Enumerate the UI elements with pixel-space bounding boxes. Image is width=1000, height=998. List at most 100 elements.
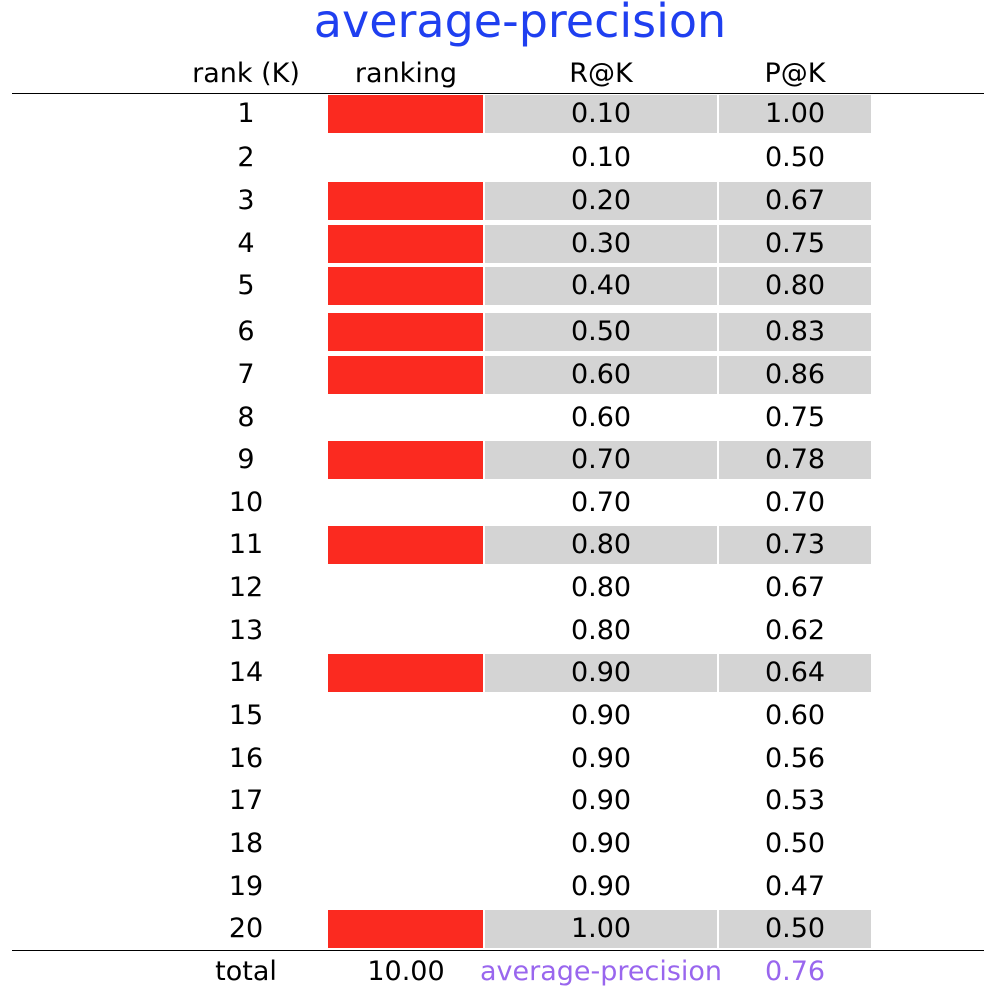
table-row: 7 0.60 0.86 [0, 354, 1000, 395]
table-row: 6 0.50 0.83 [0, 311, 1000, 352]
recall-highlight [485, 441, 717, 479]
footer-total-value: 10.00 [367, 956, 445, 987]
precision-highlight [719, 95, 871, 133]
precision-highlight [719, 910, 871, 948]
recall-cell: 0.10 [570, 142, 632, 173]
relevant-marker [328, 225, 483, 263]
recall-cell: 0.30 [570, 228, 632, 259]
page-title: average-precision [313, 0, 727, 48]
precision-highlight [719, 225, 871, 263]
precision-cell: 0.67 [764, 572, 826, 603]
recall-cell: 1.00 [570, 913, 632, 944]
precision-cell: 0.53 [764, 785, 826, 816]
recall-highlight [485, 225, 717, 263]
rank-cell: 19 [228, 871, 264, 902]
rank-cell: 8 [237, 402, 255, 433]
rank-cell: 4 [237, 228, 255, 259]
recall-highlight [485, 654, 717, 692]
recall-cell: 0.90 [570, 785, 632, 816]
rank-cell: 7 [237, 359, 255, 390]
precision-cell: 0.67 [764, 185, 826, 216]
recall-cell: 0.70 [570, 487, 632, 518]
recall-cell: 0.40 [570, 270, 632, 301]
footer-total-label: total [215, 956, 277, 987]
rank-cell: 13 [228, 615, 264, 646]
table-row: 8 0.60 0.75 [0, 397, 1000, 438]
relevant-marker [328, 313, 483, 351]
recall-cell: 0.50 [570, 316, 632, 347]
table-row: 3 0.20 0.67 [0, 180, 1000, 221]
table-row: 5 0.40 0.80 [0, 265, 1000, 306]
precision-highlight [719, 313, 871, 351]
recall-highlight [485, 267, 717, 305]
footer-rule [12, 950, 984, 951]
rank-cell: 9 [237, 444, 255, 475]
footer-metric-label: average-precision [479, 956, 723, 987]
recall-cell: 0.90 [570, 828, 632, 859]
precision-cell: 0.64 [764, 657, 826, 688]
precision-cell: 0.75 [764, 402, 826, 433]
header-ranking: ranking [354, 58, 458, 89]
rank-cell: 3 [237, 185, 255, 216]
recall-cell: 0.20 [570, 185, 632, 216]
recall-cell: 0.70 [570, 444, 632, 475]
header-rank: rank (K) [192, 58, 300, 89]
precision-cell: 0.80 [764, 270, 826, 301]
precision-cell: 0.47 [764, 871, 826, 902]
header-recall: R@K [569, 58, 633, 89]
table-row: 20 1.00 0.50 [0, 908, 1000, 949]
recall-cell: 0.90 [570, 743, 632, 774]
recall-cell: 0.80 [570, 572, 632, 603]
table-row: 2 0.10 0.50 [0, 137, 1000, 178]
recall-cell: 0.60 [570, 402, 632, 433]
header-precision: P@K [764, 58, 826, 89]
precision-highlight [719, 356, 871, 394]
table-row: 13 0.80 0.62 [0, 610, 1000, 651]
precision-cell: 0.70 [764, 487, 826, 518]
relevant-marker [328, 95, 483, 133]
table-row: 11 0.80 0.73 [0, 524, 1000, 565]
table-row: 4 0.30 0.75 [0, 223, 1000, 264]
recall-cell: 0.80 [570, 615, 632, 646]
table-row: 17 0.90 0.53 [0, 780, 1000, 821]
table-row: 14 0.90 0.64 [0, 652, 1000, 693]
precision-cell: 0.50 [764, 828, 826, 859]
precision-cell: 1.00 [764, 98, 826, 129]
precision-cell: 0.56 [764, 743, 826, 774]
rank-cell: 2 [237, 142, 255, 173]
rank-cell: 18 [228, 828, 264, 859]
relevant-marker [328, 654, 483, 692]
precision-cell: 0.86 [764, 359, 826, 390]
precision-cell: 0.73 [764, 529, 826, 560]
table-row: 18 0.90 0.50 [0, 823, 1000, 864]
rank-cell: 11 [228, 529, 264, 560]
relevant-marker [328, 356, 483, 394]
recall-cell: 0.60 [570, 359, 632, 390]
table-row: 15 0.90 0.60 [0, 695, 1000, 736]
footer-metric-value: 0.76 [764, 956, 826, 987]
precision-cell: 0.62 [764, 615, 826, 646]
table-row: 10 0.70 0.70 [0, 482, 1000, 523]
recall-highlight [485, 95, 717, 133]
precision-highlight [719, 526, 871, 564]
rank-cell: 10 [228, 487, 264, 518]
table-row: 12 0.80 0.67 [0, 567, 1000, 608]
precision-highlight [719, 654, 871, 692]
precision-cell: 0.83 [764, 316, 826, 347]
recall-cell: 0.90 [570, 871, 632, 902]
recall-highlight [485, 356, 717, 394]
precision-cell: 0.50 [764, 913, 826, 944]
precision-highlight [719, 182, 871, 220]
table-row: 9 0.70 0.78 [0, 439, 1000, 480]
relevant-marker [328, 267, 483, 305]
recall-cell: 0.80 [570, 529, 632, 560]
rank-cell: 5 [237, 270, 255, 301]
table-row: 1 0.10 1.00 [0, 93, 1000, 134]
recall-highlight [485, 526, 717, 564]
recall-highlight [485, 182, 717, 220]
rank-cell: 17 [228, 785, 264, 816]
recall-cell: 0.90 [570, 700, 632, 731]
relevant-marker [328, 910, 483, 948]
rank-cell: 16 [228, 743, 264, 774]
